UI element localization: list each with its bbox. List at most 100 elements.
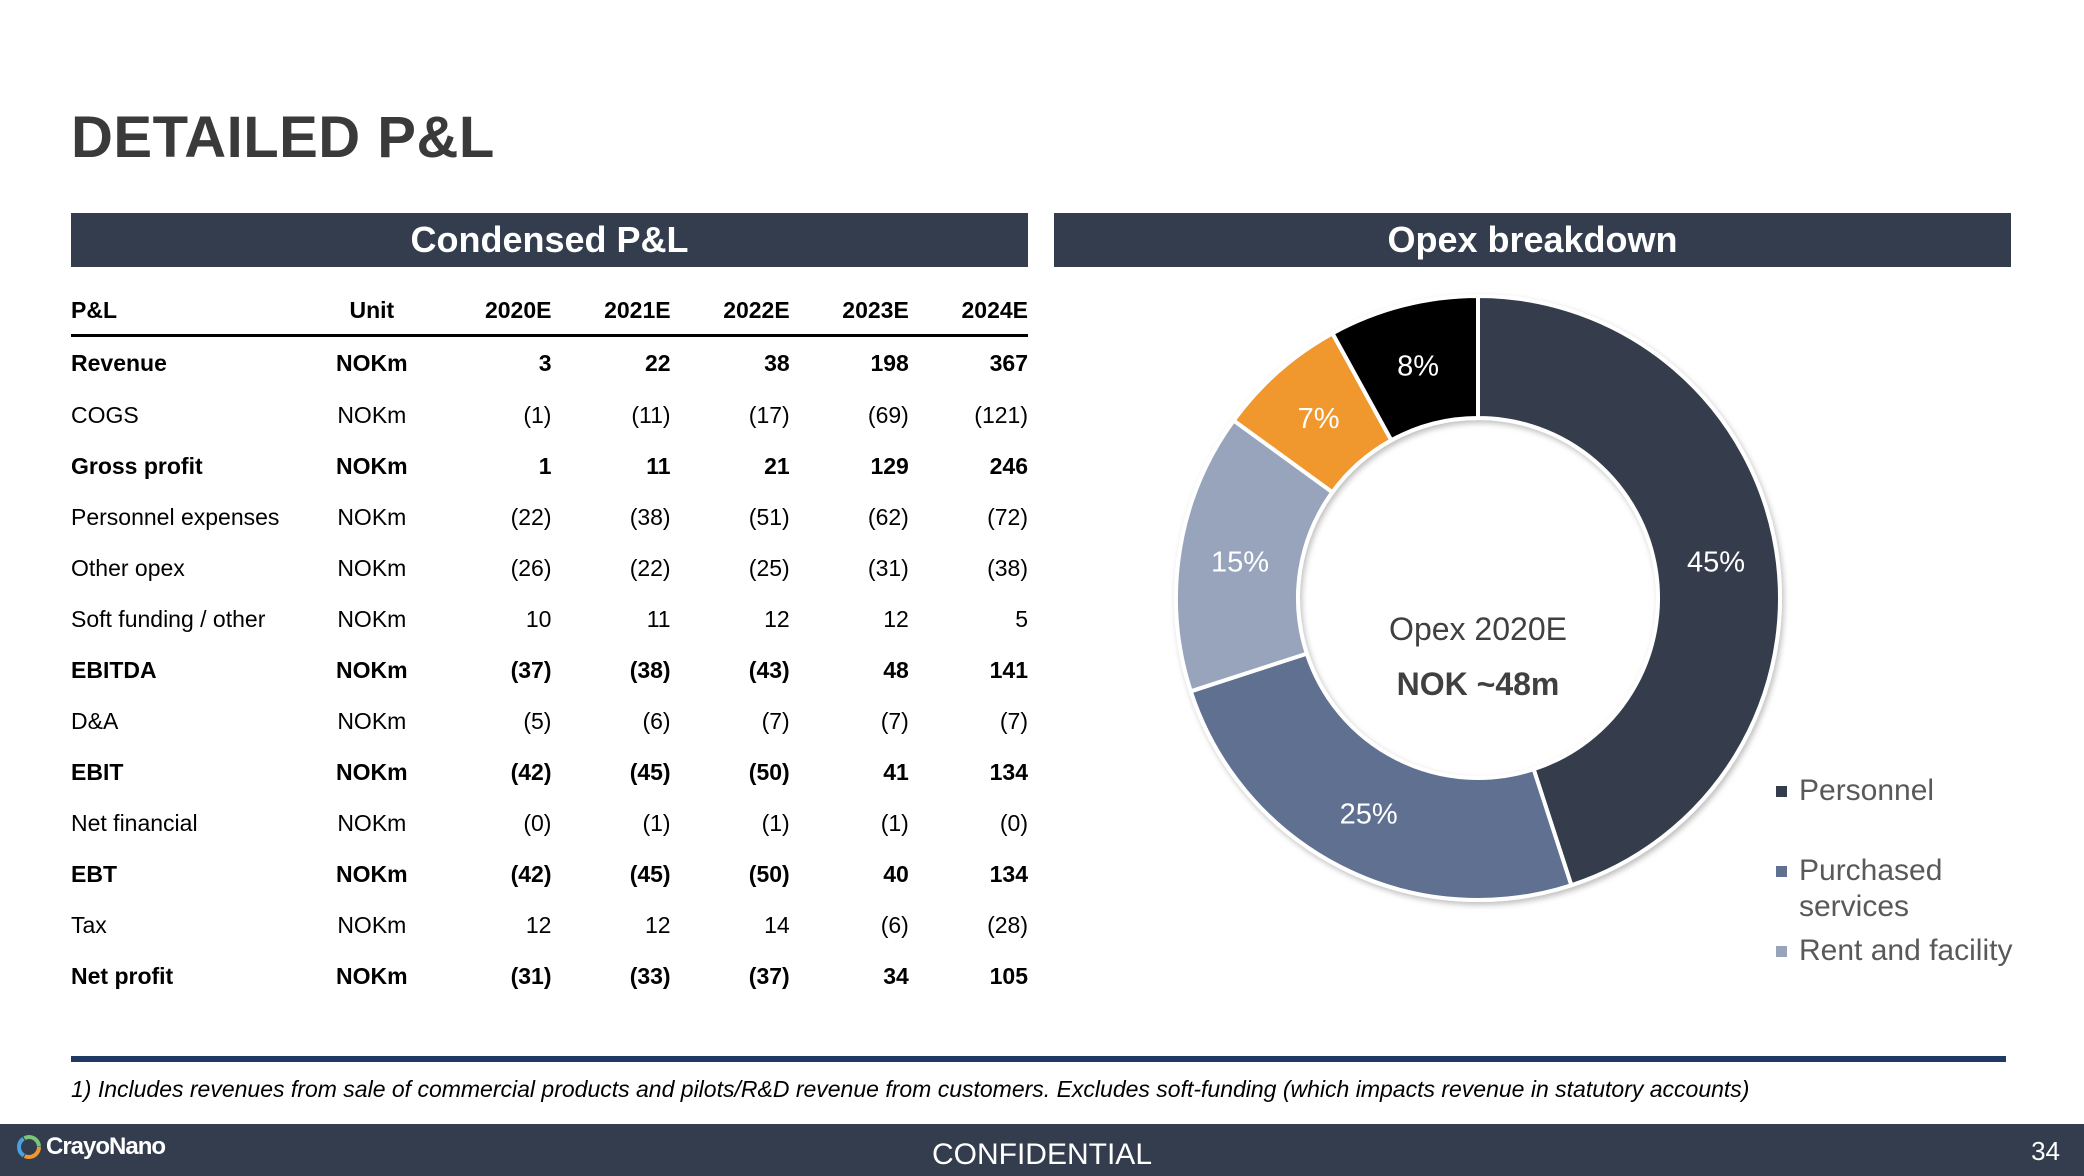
table-cell: 1 bbox=[538, 453, 552, 479]
page-title: DETAILED P&L bbox=[71, 105, 495, 170]
table-cell: 367 bbox=[989, 349, 1028, 376]
condensed-pl-header: Condensed P&L bbox=[71, 213, 1028, 267]
table-cell: (1) bbox=[523, 402, 552, 428]
donut-center-label: Opex 2020E bbox=[1389, 611, 1567, 647]
table-cell: Net financial bbox=[71, 810, 198, 836]
table-cell: 11 bbox=[646, 453, 671, 479]
table-row: Net financial NOKm (0) (1) (1) (1) (0) bbox=[71, 798, 1028, 849]
logo-text: CrayoNano bbox=[46, 1133, 166, 1160]
table-cell: Tax bbox=[71, 912, 107, 938]
table-cell: Gross profit bbox=[71, 453, 203, 479]
table-cell: (17) bbox=[748, 402, 790, 428]
table-cell: 105 bbox=[989, 963, 1028, 989]
table-cell: 3 bbox=[538, 349, 552, 376]
table-cell: (26) bbox=[510, 555, 552, 581]
table-cell: NOKm bbox=[336, 657, 408, 683]
slice-label: 15% bbox=[1211, 546, 1269, 578]
table-row: EBIT NOKm (42) (45) (50) 41 134 bbox=[71, 747, 1028, 798]
table-row: Personnel expenses NOKm (22) (38) (51) (62) (7… bbox=[71, 492, 1028, 543]
table-cell: Other opex bbox=[71, 555, 185, 581]
table-row: D&A NOKm (5) (6) (7) (7) (7) bbox=[71, 696, 1028, 747]
table-cell: (0) bbox=[523, 810, 552, 836]
table-cell: (121) bbox=[974, 402, 1028, 428]
table-cell: NOKm bbox=[337, 912, 407, 938]
table-cell: (33) bbox=[629, 963, 671, 989]
footnote-divider bbox=[71, 1056, 2006, 1062]
table-cell: (31) bbox=[867, 555, 909, 581]
table-cell: 41 bbox=[883, 759, 909, 785]
table-row: EBT NOKm (42) (45) (50) 40 134 bbox=[71, 849, 1028, 900]
table-cell: (5) bbox=[523, 708, 552, 734]
table-cell: NOKm bbox=[337, 504, 407, 530]
table-cell: (1) bbox=[880, 810, 909, 836]
crayonano-logo-icon bbox=[17, 1135, 41, 1159]
table-row: Soft funding / other NOKm 10 11 12 12 5 bbox=[71, 594, 1028, 645]
legend-label: Rent and facility bbox=[1799, 934, 2013, 967]
table-cell: (45) bbox=[629, 759, 671, 785]
table-cell: Net profit bbox=[71, 963, 174, 989]
table-cell: (0) bbox=[999, 810, 1028, 836]
table-cell: NOKm bbox=[336, 759, 408, 785]
table-cell: 40 bbox=[883, 861, 909, 887]
legend-label: Purchased services bbox=[1799, 854, 1943, 923]
table-cell: 134 bbox=[989, 861, 1028, 887]
table-cell: NOKm bbox=[336, 453, 408, 479]
donut-slice bbox=[1188, 651, 1574, 902]
table-cell: (37) bbox=[748, 963, 790, 989]
footer-bar bbox=[0, 1124, 2084, 1176]
table-cell: (31) bbox=[510, 963, 552, 989]
table-cell: (45) bbox=[629, 861, 671, 887]
table-cell: NOKm bbox=[337, 708, 407, 734]
donut-center-value: NOK ~48m bbox=[1397, 666, 1560, 702]
slice-label: 45% bbox=[1687, 546, 1745, 578]
table-cell: 141 bbox=[989, 657, 1028, 683]
column-header: Unit bbox=[311, 287, 433, 337]
table-cell: 34 bbox=[883, 963, 909, 989]
table-cell: (51) bbox=[748, 504, 790, 530]
table-cell: (62) bbox=[867, 504, 909, 530]
table-cell: (6) bbox=[880, 912, 909, 938]
table-cell: 129 bbox=[870, 453, 909, 479]
table-cell: 12 bbox=[764, 606, 790, 632]
table-cell: (42) bbox=[510, 861, 552, 887]
table-cell: (6) bbox=[642, 708, 671, 734]
table-cell: (38) bbox=[987, 555, 1028, 581]
legend-swatch bbox=[1776, 866, 1787, 877]
table-row: Gross profit NOKm 1 11 21 129 246 bbox=[71, 441, 1028, 492]
table-row: COGS NOKm (1) (11) (17) (69) (121) bbox=[71, 390, 1028, 441]
table-cell: (1) bbox=[761, 810, 790, 836]
table-cell: Soft funding / other bbox=[71, 606, 266, 632]
opex-breakdown-header: Opex breakdown bbox=[1054, 213, 2011, 267]
table-cell: NOKm bbox=[336, 861, 408, 887]
column-header: 2023E bbox=[789, 287, 909, 337]
table-row: EBITDA NOKm (37) (38) (43) 48 141 bbox=[71, 645, 1028, 696]
slice-label: 7% bbox=[1298, 403, 1340, 435]
table-cell: NOKm bbox=[337, 606, 407, 632]
table-cell: (38) bbox=[629, 657, 671, 683]
table-cell: (22) bbox=[629, 555, 671, 581]
donut-slice bbox=[1329, 293, 1480, 443]
crayonano-logo: CrayoNano bbox=[16, 1133, 166, 1161]
column-header: 2021E bbox=[551, 287, 671, 337]
donut-slice bbox=[1476, 293, 1782, 888]
table-cell: 12 bbox=[645, 912, 671, 938]
table-cell: (28) bbox=[987, 912, 1028, 938]
table-row: Revenue NOKm 3 22 38 198 367 bbox=[71, 335, 1028, 390]
table-cell: EBT bbox=[71, 861, 117, 887]
table-cell: 12 bbox=[883, 606, 909, 632]
table-cell: (43) bbox=[748, 657, 790, 683]
table-cell: NOKm bbox=[337, 810, 407, 836]
table-cell: 38 bbox=[764, 349, 790, 376]
table-cell: (7) bbox=[999, 708, 1028, 734]
slice-label: 8% bbox=[1397, 351, 1439, 383]
table-cell: NOKm bbox=[337, 402, 407, 428]
table-cell: (1) bbox=[642, 810, 671, 836]
table-cell: D&A bbox=[71, 708, 119, 734]
table-cell: COGS bbox=[71, 402, 139, 428]
table-row: Net profit NOKm (31) (33) (37) 34 105 bbox=[71, 951, 1028, 1002]
table-cell: 21 bbox=[764, 453, 790, 479]
legend-swatch bbox=[1776, 946, 1787, 957]
page-number: 34 bbox=[2031, 1136, 2060, 1166]
table-header-row: P&L Unit 2020E 2021E 2022E 2023E 2024E bbox=[71, 287, 1028, 337]
table-cell: 134 bbox=[989, 759, 1028, 785]
